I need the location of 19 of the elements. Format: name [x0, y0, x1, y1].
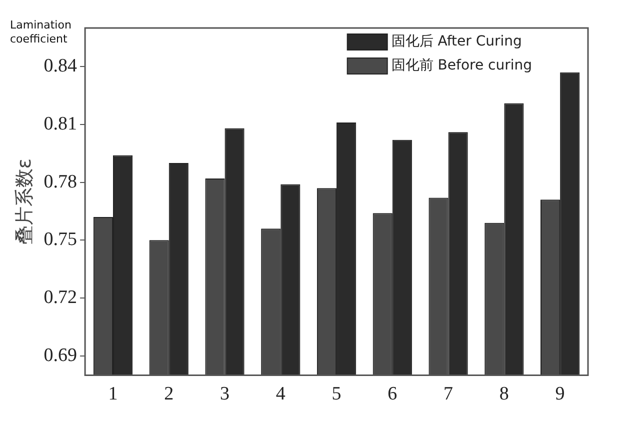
y-tick-label: 0.75	[44, 229, 78, 250]
y-tick-label: 0.72	[44, 287, 78, 308]
y-tick-label: 0.69	[44, 344, 78, 366]
y-axis-title: 叠片系数ε	[13, 158, 36, 245]
legend-label: 固化前 Before curing	[391, 58, 532, 74]
x-tick-label: 8	[499, 384, 509, 405]
x-tick-label: 7	[444, 384, 454, 405]
x-tick-label: 9	[555, 384, 565, 405]
x-tick-label: 5	[332, 384, 342, 405]
x-tick-label: 4	[276, 384, 286, 405]
x-tick-label: 6	[388, 384, 398, 405]
y-tick-label: 0.78	[44, 171, 78, 192]
x-tick-label: 1	[108, 384, 118, 405]
x-tick-label: 2	[164, 384, 174, 405]
x-tick-label: 3	[220, 384, 230, 405]
text: Lamination coefficient	[10, 18, 72, 46]
legend-label: 固化后 After Curing	[391, 34, 522, 50]
y-tick-label: 0.81	[44, 113, 78, 134]
y-tick-label: 0.84	[44, 56, 78, 77]
